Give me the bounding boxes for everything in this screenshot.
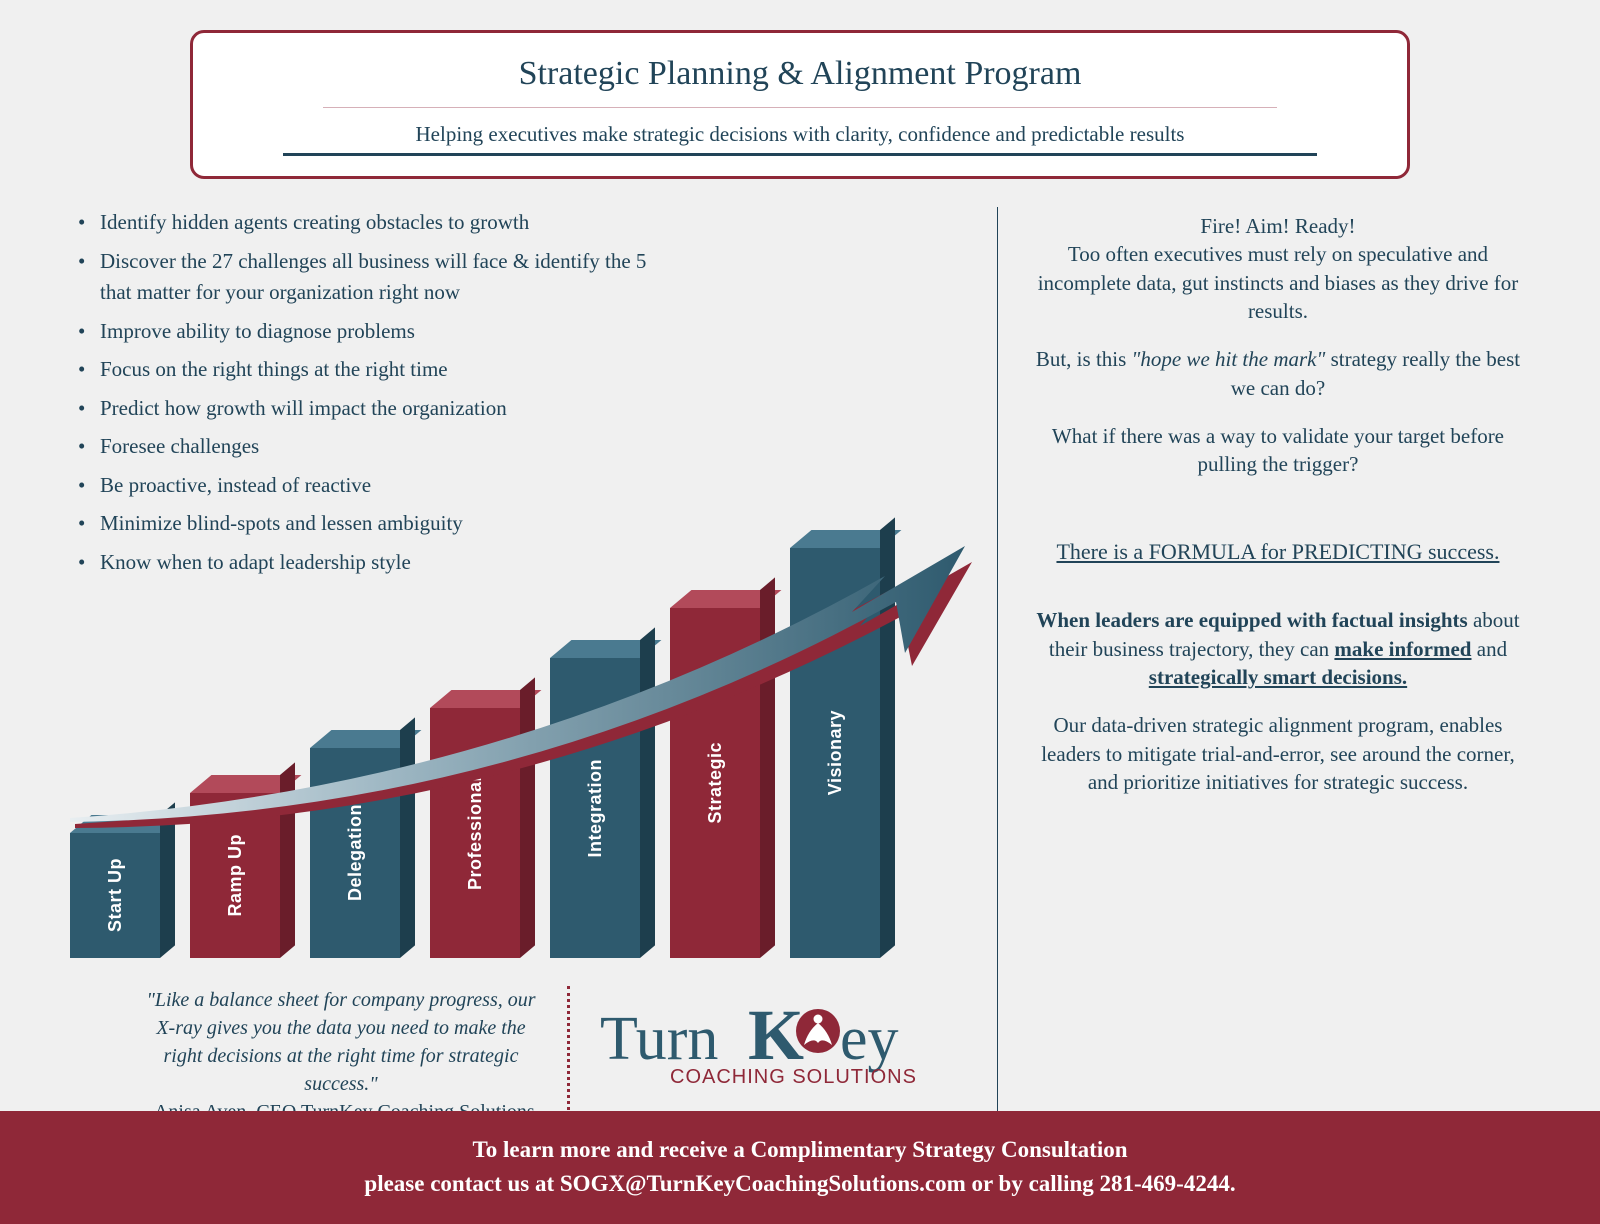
list-item: Be proactive, instead of reactive xyxy=(78,470,977,502)
right-intro: Fire! Aim! Ready! Too often executives m… xyxy=(1026,212,1530,325)
quote-text: "Like a balance sheet for company progre… xyxy=(140,986,542,1098)
bar-side-face xyxy=(280,762,295,958)
bar-side-face xyxy=(640,627,655,958)
chart-bar: Ramp Up xyxy=(190,793,280,958)
bar-side-face xyxy=(400,717,415,958)
list-item: Foresee challenges xyxy=(78,431,977,463)
chart-bar: Start Up xyxy=(70,833,160,958)
list-item: Discover the 27 challenges all business … xyxy=(78,246,648,309)
bar-front-face: Ramp Up xyxy=(190,793,280,958)
bar-label: Start Up xyxy=(105,858,126,932)
q1-emphasis: "hope we hit the mark" xyxy=(1132,347,1326,371)
bar-front-face: Strategic xyxy=(670,608,760,958)
question-1: But, is this "hope we hit the mark" stra… xyxy=(1026,345,1530,402)
list-item: Predict how growth will impact the organ… xyxy=(78,393,977,425)
page-subtitle: Helping executives make strategic decisi… xyxy=(283,122,1317,156)
right-column: Fire! Aim! Ready! Too often executives m… xyxy=(997,207,1530,1129)
chart-bar: Professional xyxy=(430,708,520,958)
headline-text: Fire! Aim! Ready! xyxy=(1200,214,1355,238)
bar-front-face: Visionary xyxy=(790,548,880,958)
list-item: Identify hidden agents creating obstacle… xyxy=(78,207,977,239)
company-logo: Turn K ey COACHING SOLUTIONS Connecting … xyxy=(595,986,930,1129)
bar-label: Strategic xyxy=(705,742,726,824)
growth-chart: Start Up Ramp Up Delegation Professional Int… xyxy=(70,528,977,958)
insight-underline-2: strategically smart decisions. xyxy=(1149,665,1407,689)
intro-text: Too often executives must rely on specul… xyxy=(1038,242,1519,323)
bar-side-face xyxy=(520,677,535,958)
svg-text:COACHING SOLUTIONS: COACHING SOLUTIONS xyxy=(670,1066,917,1088)
left-column: Identify hidden agents creating obstacle… xyxy=(70,207,977,1129)
cta-footer: To learn more and receive a Complimentar… xyxy=(0,1111,1600,1224)
bar-front-face: Integration xyxy=(550,658,640,958)
insight-and: and xyxy=(1472,637,1508,661)
bar-side-face xyxy=(880,517,895,958)
closing-paragraph: Our data-driven strategic alignment prog… xyxy=(1026,711,1530,796)
chart-bar: Delegation xyxy=(310,748,400,958)
formula-statement: There is a FORMULA for PREDICTING succes… xyxy=(1056,537,1499,567)
bar-side-face xyxy=(760,577,775,958)
chart-bar: Integration xyxy=(550,658,640,958)
insight-bold: When leaders are equipped with factual i… xyxy=(1036,608,1467,632)
bar-label: Integration xyxy=(585,759,606,858)
bottom-left-row: "Like a balance sheet for company progre… xyxy=(140,986,977,1129)
header-divider xyxy=(323,107,1277,108)
main-content: Identify hidden agents creating obstacle… xyxy=(40,207,1560,1129)
turnkey-logo-icon: Turn K ey COACHING SOLUTIONS xyxy=(600,1001,930,1106)
bar-front-face: Professional xyxy=(430,708,520,958)
list-item: Improve ability to diagnose problems xyxy=(78,316,977,348)
bar-side-face xyxy=(160,802,175,958)
q1-part-a: But, is this xyxy=(1036,347,1132,371)
insight-underline-1: make informed xyxy=(1334,637,1471,661)
bar-front-face: Delegation xyxy=(310,748,400,958)
testimonial-quote: "Like a balance sheet for company progre… xyxy=(140,986,570,1129)
list-item: Focus on the right things at the right t… xyxy=(78,354,977,386)
page-title: Strategic Planning & Alignment Program xyxy=(233,55,1367,93)
svg-text:Turn: Turn xyxy=(600,1005,718,1073)
bar-front-face: Start Up xyxy=(70,833,160,958)
svg-text:ey: ey xyxy=(840,1005,899,1073)
header-box: Strategic Planning & Alignment Program H… xyxy=(190,30,1410,179)
benefit-list: Identify hidden agents creating obstacle… xyxy=(70,207,977,578)
chart-bar: Visionary xyxy=(790,548,880,958)
footer-line-1: To learn more and receive a Complimentar… xyxy=(10,1133,1590,1166)
footer-line-2: please contact us at SOGX@TurnKeyCoachin… xyxy=(10,1167,1590,1200)
question-2: What if there was a way to validate your… xyxy=(1026,422,1530,479)
bar-label: Delegation xyxy=(345,804,366,901)
bar-label: Ramp Up xyxy=(225,834,246,917)
svg-text:K: K xyxy=(748,1001,804,1075)
bar-label: Visionary xyxy=(825,710,846,795)
chart-bar: Strategic xyxy=(670,608,760,958)
insight-paragraph: When leaders are equipped with factual i… xyxy=(1026,606,1530,691)
bar-label: Professional xyxy=(465,776,486,890)
